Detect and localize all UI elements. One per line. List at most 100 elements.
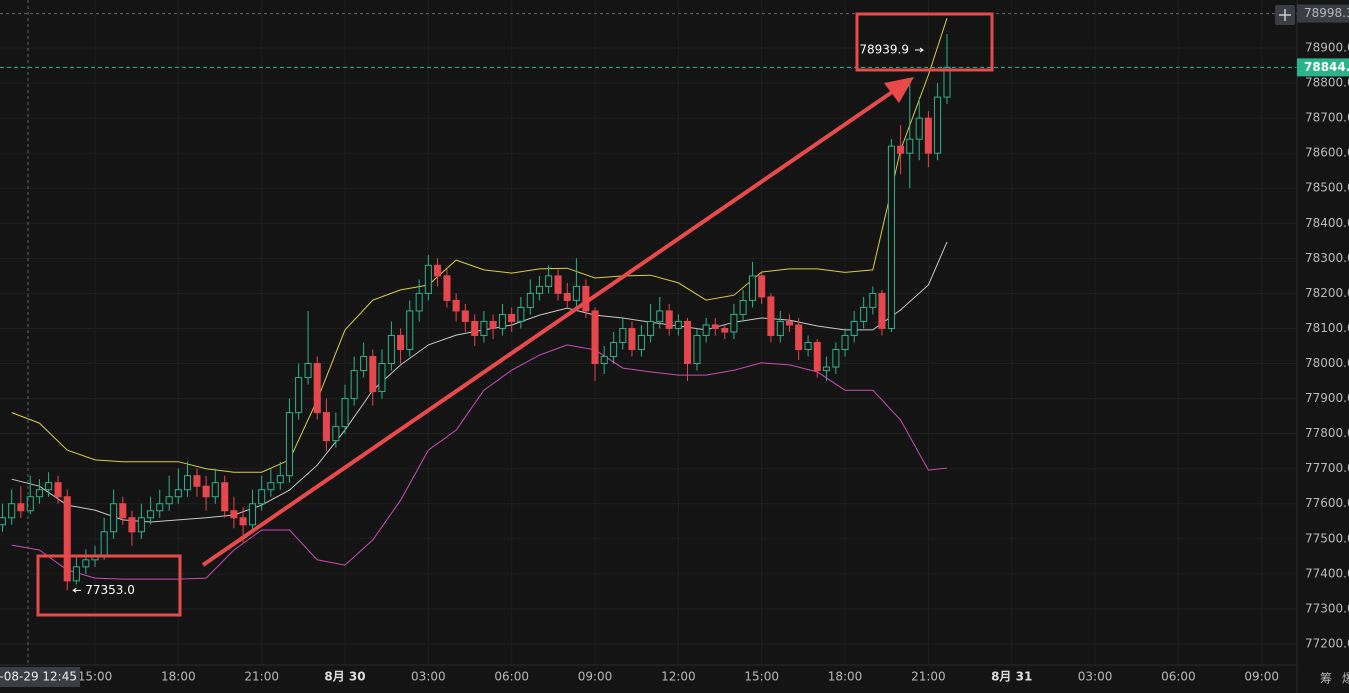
y-tick-label: 77200.0 bbox=[1305, 636, 1349, 650]
candle-body bbox=[54, 482, 62, 498]
candle-body bbox=[183, 475, 192, 491]
candle-body bbox=[424, 264, 432, 294]
y-tick-label: 78300.0 bbox=[1305, 251, 1349, 265]
candle-body bbox=[221, 482, 229, 512]
candle-body bbox=[0, 517, 7, 526]
candle-body bbox=[433, 264, 442, 277]
y-tick-label: 77900.0 bbox=[1305, 391, 1349, 405]
band-line bbox=[11, 241, 948, 523]
candle-body bbox=[674, 320, 682, 329]
candle-body bbox=[637, 334, 645, 351]
highlight-box bbox=[36, 554, 182, 617]
candle-body bbox=[785, 320, 794, 326]
candle-body bbox=[211, 482, 219, 498]
y-tick-label: 77600.0 bbox=[1305, 496, 1349, 510]
candle-body bbox=[193, 475, 201, 487]
candle-body bbox=[489, 320, 497, 329]
candle-body bbox=[258, 489, 266, 505]
candle-body bbox=[119, 503, 127, 519]
x-tick-label: 15:00 bbox=[78, 670, 113, 684]
candle-body bbox=[369, 356, 377, 393]
candle-body bbox=[332, 426, 340, 442]
candle-body bbox=[147, 510, 155, 519]
high-pointer bbox=[914, 47, 924, 53]
candle-body bbox=[841, 334, 849, 351]
candle-body bbox=[202, 485, 210, 498]
low-label: 77353.0 bbox=[85, 583, 135, 597]
last-price-box bbox=[1297, 58, 1349, 77]
candle-body bbox=[749, 275, 757, 301]
candle-body bbox=[591, 310, 599, 365]
candle-body bbox=[63, 496, 71, 582]
band-line bbox=[11, 18, 948, 473]
candle-body bbox=[647, 320, 655, 336]
candle-body bbox=[45, 482, 53, 491]
candle-body bbox=[443, 275, 451, 301]
candle-body bbox=[406, 310, 414, 351]
x-tick-label: 09:00 bbox=[578, 670, 613, 684]
candle-body bbox=[248, 503, 257, 526]
candle-body bbox=[230, 510, 238, 519]
candle-body bbox=[285, 412, 293, 477]
toolbar bbox=[1275, 5, 1295, 25]
y-tick-label: 77500.0 bbox=[1305, 531, 1349, 545]
plot-area: 78939.9 77353.0 bbox=[0, 0, 1297, 665]
candle-body bbox=[924, 117, 932, 154]
candle-body bbox=[82, 559, 90, 568]
candle-body bbox=[526, 292, 534, 308]
y-tick-label: 78500.0 bbox=[1305, 181, 1349, 195]
x-tick-label: 18:00 bbox=[161, 670, 196, 684]
y-tick-label: 78700.0 bbox=[1305, 111, 1349, 125]
candle-body bbox=[72, 566, 80, 582]
candle-body bbox=[35, 489, 43, 498]
candle-body bbox=[17, 503, 25, 512]
candle-body bbox=[832, 349, 840, 368]
candle-body bbox=[350, 370, 358, 400]
candle-body bbox=[397, 334, 405, 351]
candle-body bbox=[869, 292, 877, 308]
candle-body bbox=[26, 496, 34, 512]
candle-body bbox=[8, 503, 16, 519]
candle-body bbox=[267, 482, 275, 491]
corner-icon: 爆 bbox=[1342, 672, 1349, 686]
band-line bbox=[11, 344, 948, 580]
crosshair-price-label: 78998.3 bbox=[1304, 6, 1349, 20]
x-tick-label: 03:00 bbox=[1078, 670, 1113, 684]
candle-body bbox=[610, 341, 618, 358]
candle-body bbox=[452, 299, 460, 312]
candle-body bbox=[341, 398, 349, 428]
y-tick-label: 78200.0 bbox=[1305, 286, 1349, 300]
x-tick-label: 09:00 bbox=[1244, 670, 1279, 684]
x-tick-label: 06:00 bbox=[1161, 670, 1196, 684]
crosshair-price-box bbox=[1297, 4, 1349, 23]
candle-body bbox=[554, 275, 562, 294]
candle-body bbox=[508, 313, 516, 322]
candle-body bbox=[156, 503, 164, 512]
candle-body bbox=[461, 310, 469, 322]
candle-body bbox=[906, 138, 914, 154]
y-tick-label: 78900.0 bbox=[1305, 41, 1349, 55]
candle-body bbox=[730, 313, 738, 333]
x-tick-label: 21:00 bbox=[244, 670, 279, 684]
candle-body bbox=[276, 475, 284, 484]
candle-body bbox=[776, 320, 784, 336]
candle-body bbox=[619, 327, 627, 343]
annotations bbox=[36, 12, 994, 617]
y-tick-label: 78100.0 bbox=[1305, 321, 1349, 335]
y-tick-label: 78400.0 bbox=[1305, 216, 1349, 230]
candle-body bbox=[850, 320, 858, 336]
x-tick-label: 8月 31 bbox=[991, 670, 1032, 684]
candle-body bbox=[378, 363, 386, 393]
candle-body bbox=[860, 306, 868, 322]
candle-body bbox=[934, 96, 942, 154]
price-axis-bg bbox=[1297, 0, 1349, 693]
candle-body bbox=[360, 356, 368, 372]
candle-body bbox=[656, 310, 664, 322]
candle-body bbox=[498, 313, 507, 329]
candle-body bbox=[897, 145, 905, 154]
candle-body bbox=[100, 531, 108, 557]
candle-body bbox=[545, 275, 553, 287]
last-price-label: 78844.8 bbox=[1304, 60, 1349, 74]
